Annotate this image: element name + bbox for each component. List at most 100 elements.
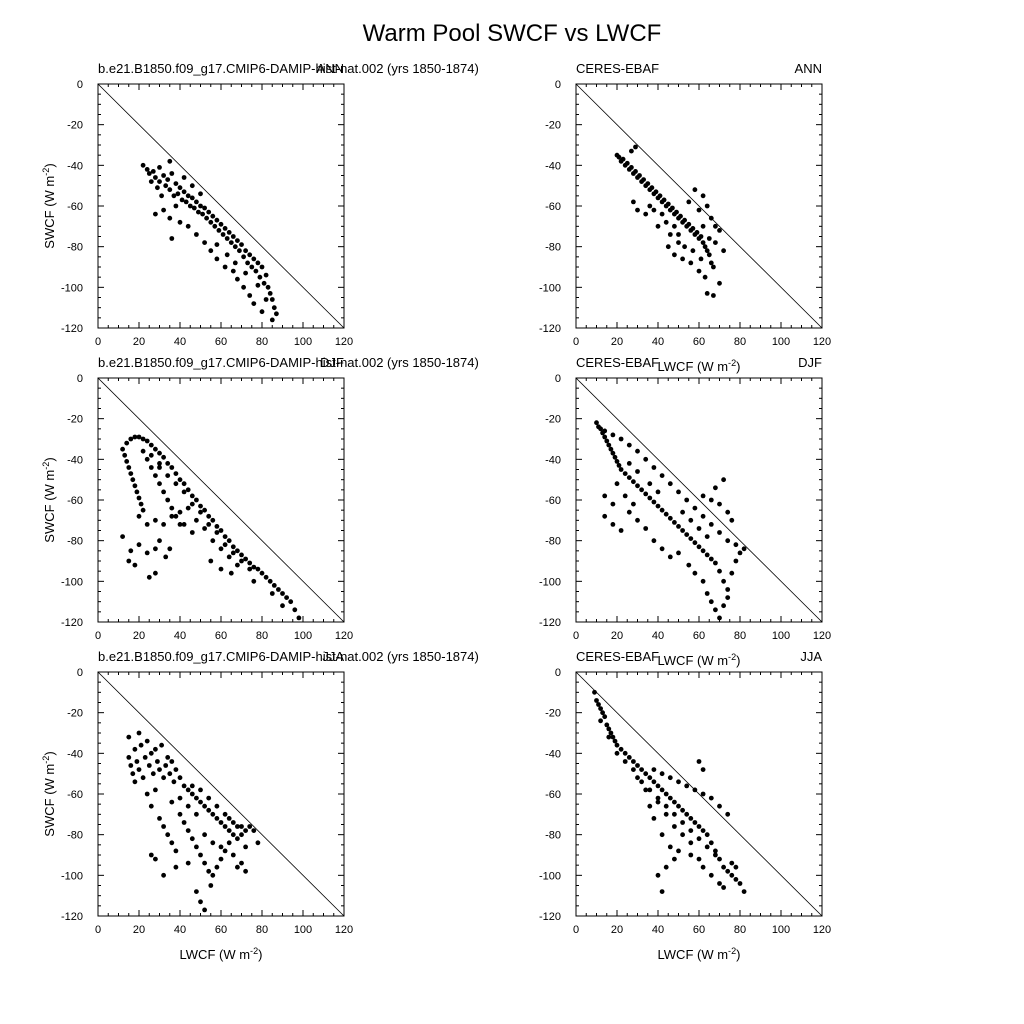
data-point: [150, 771, 156, 777]
data-point: [210, 811, 216, 817]
y-tick-label: -80: [67, 536, 83, 548]
data-point: [696, 856, 702, 862]
x-tick-label: 120: [813, 924, 831, 936]
data-point: [243, 270, 249, 276]
data-point: [606, 734, 612, 740]
data-point: [206, 522, 212, 527]
data-point: [659, 889, 665, 894]
data-point: [721, 603, 726, 609]
panel-djf-model: 0 20 40 60 80 100 120 0 -20 -40 -60 -80 -100 -120 b.e2…: [41, 355, 479, 642]
x-tick-label: 120: [335, 924, 353, 936]
data-point: [122, 452, 128, 458]
y-tick-label: 0: [77, 373, 83, 385]
data-point: [251, 578, 257, 584]
data-point: [733, 558, 739, 564]
data-point: [657, 193, 663, 199]
y-tick-label: -60: [545, 201, 561, 213]
data-point: [263, 272, 269, 278]
data-point: [700, 240, 706, 246]
data-point: [629, 165, 634, 170]
y-tick-label: -120: [61, 323, 83, 335]
data-point: [643, 787, 649, 793]
data-point: [189, 530, 195, 535]
data-point: [672, 856, 677, 862]
data-point: [626, 475, 632, 480]
x-tick-label: 60: [215, 924, 227, 936]
data-point: [124, 440, 130, 446]
data-point: [230, 544, 236, 550]
data-point: [144, 791, 150, 797]
data-point: [185, 803, 191, 809]
y-tick-label: -40: [67, 454, 83, 466]
data-point: [680, 256, 685, 262]
data-point: [173, 848, 179, 854]
data-point: [708, 840, 714, 846]
data-point: [655, 223, 661, 229]
data-point: [717, 568, 722, 574]
data-point: [257, 274, 263, 280]
data-point: [198, 852, 203, 858]
y-tick-label: -100: [539, 282, 561, 294]
data-point: [702, 244, 708, 250]
data-point: [694, 230, 700, 235]
data-point: [165, 177, 171, 183]
data-point: [153, 175, 158, 180]
data-point: [177, 775, 183, 781]
data-point: [206, 807, 212, 813]
data-point: [692, 787, 698, 793]
data-point: [733, 864, 739, 870]
data-point: [155, 759, 160, 764]
y-axis-label: SWCF (W m-2): [41, 457, 57, 542]
data-point: [243, 556, 249, 562]
data-point: [163, 554, 169, 560]
data-point: [157, 816, 162, 821]
data-point: [255, 260, 261, 266]
data-point: [280, 603, 285, 609]
data-point: [138, 742, 144, 748]
data-point: [173, 513, 179, 519]
data-point: [610, 734, 616, 740]
y-tick-label: -40: [67, 160, 83, 172]
data-point: [194, 232, 199, 237]
data-point: [690, 226, 696, 231]
data-point: [138, 501, 144, 507]
data-point: [614, 481, 620, 487]
data-point: [626, 509, 632, 515]
data-point: [643, 211, 649, 217]
data-point: [667, 554, 673, 560]
data-point: [171, 779, 177, 785]
data-point: [700, 864, 706, 870]
data-point: [226, 816, 232, 821]
data-point: [239, 832, 244, 838]
data-point: [635, 483, 640, 489]
data-point: [653, 189, 659, 195]
data-point: [181, 481, 187, 487]
data-point: [232, 244, 238, 250]
data-point: [235, 836, 240, 842]
data-point: [200, 211, 206, 217]
data-point: [704, 248, 710, 254]
data-point: [177, 795, 183, 801]
data-point: [161, 454, 167, 460]
x-tick-label: 80: [256, 630, 268, 642]
data-point: [667, 232, 673, 237]
data-point: [594, 420, 599, 426]
y-tick-label: -60: [67, 495, 83, 507]
data-point: [146, 763, 152, 768]
x-tick-label: 100: [294, 630, 312, 642]
x-axis-label: LWCF (W m-2): [658, 652, 741, 668]
data-point: [185, 223, 191, 229]
data-point: [202, 240, 208, 246]
data-point: [235, 238, 240, 244]
data-point: [665, 244, 671, 250]
y-tick-label: -100: [61, 870, 83, 882]
y-tick-label: -100: [61, 282, 83, 294]
data-point: [202, 832, 208, 838]
y-tick-label: 0: [555, 79, 561, 91]
data-point: [725, 595, 731, 600]
data-point: [639, 487, 644, 493]
data-point: [140, 507, 146, 513]
data-point: [706, 236, 712, 241]
data-point: [631, 759, 636, 764]
data-point: [148, 465, 154, 470]
